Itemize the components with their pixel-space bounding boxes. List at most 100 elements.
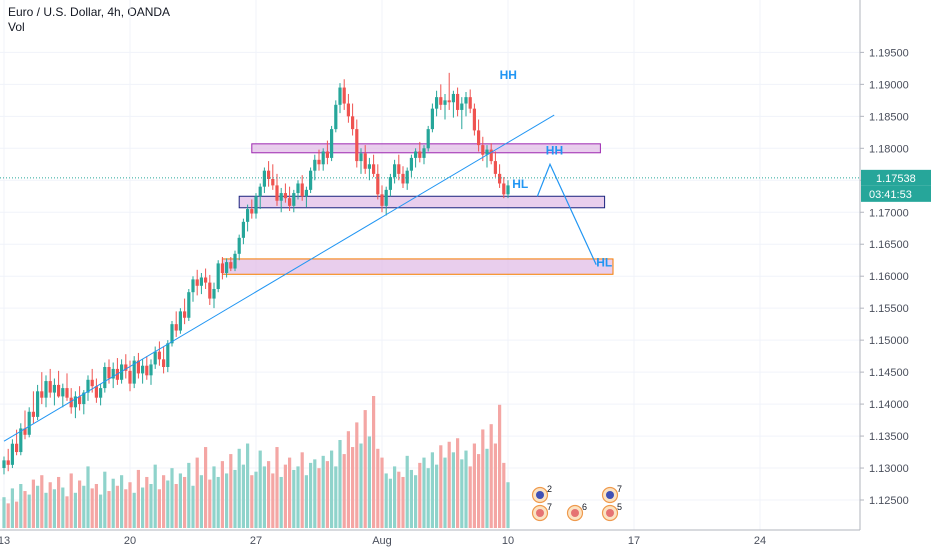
candle-body [288,198,292,206]
pattern-label-hh: HH [546,144,563,158]
volume-bar [204,447,208,528]
candle-body [472,108,476,131]
candle-body [435,97,439,109]
volume-bar [237,448,241,528]
candle-body [2,460,6,469]
volume-bar [149,484,153,528]
candle-body [229,262,233,269]
target-zone [221,258,614,275]
candle-body [145,365,149,376]
candle-body [73,396,77,408]
candle-body [237,237,241,254]
volume-bar [422,457,426,528]
candle-body [191,279,195,293]
volume-bar [111,478,115,528]
price-axis[interactable]: 1.195001.190001.185001.180001.175001.170… [0,0,931,530]
candle-body [107,367,111,379]
volume-bar [443,457,447,528]
candle-body [397,164,401,174]
volume-bar [418,462,422,528]
volume-bar [220,461,224,528]
volume-bar [262,466,266,528]
volume-bar [90,488,94,528]
candle-body [90,379,94,387]
volume-bar [292,469,296,528]
candle-body [498,173,502,184]
y-tick-label: 1.15500 [869,303,909,315]
volume-bar [166,480,170,528]
candle-body [170,324,174,344]
candle-body [279,193,283,201]
candle-body [393,164,397,178]
volume-bar [157,489,161,528]
candle-body [99,388,103,398]
volume-bar [57,476,61,528]
time-axis[interactable]: 13 20 27 Aug 10 17 24 [0,529,860,547]
candle-body [275,185,279,201]
volume-bar [233,469,237,528]
candle-body [359,153,363,162]
countdown-badge[interactable] [861,185,931,202]
event-count: 5 [617,502,622,512]
y-tick-label: 1.16500 [869,239,909,251]
candle-body [367,164,371,169]
candle-body [187,292,191,318]
volume-bar [258,450,262,528]
event-count: 7 [547,502,552,512]
volume-bar [502,462,506,528]
candle-body [204,277,208,283]
volume-bar [288,457,292,528]
volume-bar [435,464,439,528]
y-tick-label: 1.12500 [869,495,909,507]
candle-body [384,189,388,206]
candle-body [309,170,313,190]
candle-body [313,159,317,171]
last-price-badge[interactable] [861,169,931,186]
candle-body [426,129,430,149]
volume-bar [136,469,140,528]
candle-body [27,411,31,435]
volume-bar [36,485,40,528]
resistance-zone [251,143,601,154]
flag-icon [606,509,614,517]
volume-bar [351,447,355,528]
volume-bar [10,488,14,528]
candle-body [111,368,115,379]
candle-body [195,279,199,286]
y-tick-label: 1.13500 [869,431,909,443]
candle-body [52,384,56,393]
volume-bar [388,478,392,528]
candle-body [10,443,14,465]
x-tick-label: 27 [250,535,262,547]
annotation-labels: HH HH HL HL [500,68,613,269]
volume-bar [153,464,157,528]
volume-bar [300,452,304,528]
candle-body [414,151,418,158]
volume-bar [493,443,497,528]
candle-body [271,178,275,186]
event-count: 7 [617,484,622,494]
volume-bar [384,473,388,528]
volume-bar [409,469,413,528]
candle-body [128,370,132,384]
y-tick-label: 1.19000 [869,79,909,91]
candle-body [388,177,392,190]
candle-body [296,183,300,194]
volume-bar [107,491,111,528]
volume-bar [15,501,19,528]
volume-bar [342,454,346,528]
volume-bar [216,476,220,528]
event-markers[interactable]: 2 7 6 7 5 [531,484,623,522]
candle-body [225,262,229,273]
candle-body [283,193,287,199]
volume-bar [2,497,6,528]
candle-body [401,173,405,184]
volume-bar [372,396,376,528]
candle-body [120,364,124,380]
volume-bar [187,462,191,528]
y-tick-label: 1.16000 [869,271,909,283]
volume-bar [78,480,82,528]
volume-bar [338,440,342,528]
candle-body [36,391,40,417]
